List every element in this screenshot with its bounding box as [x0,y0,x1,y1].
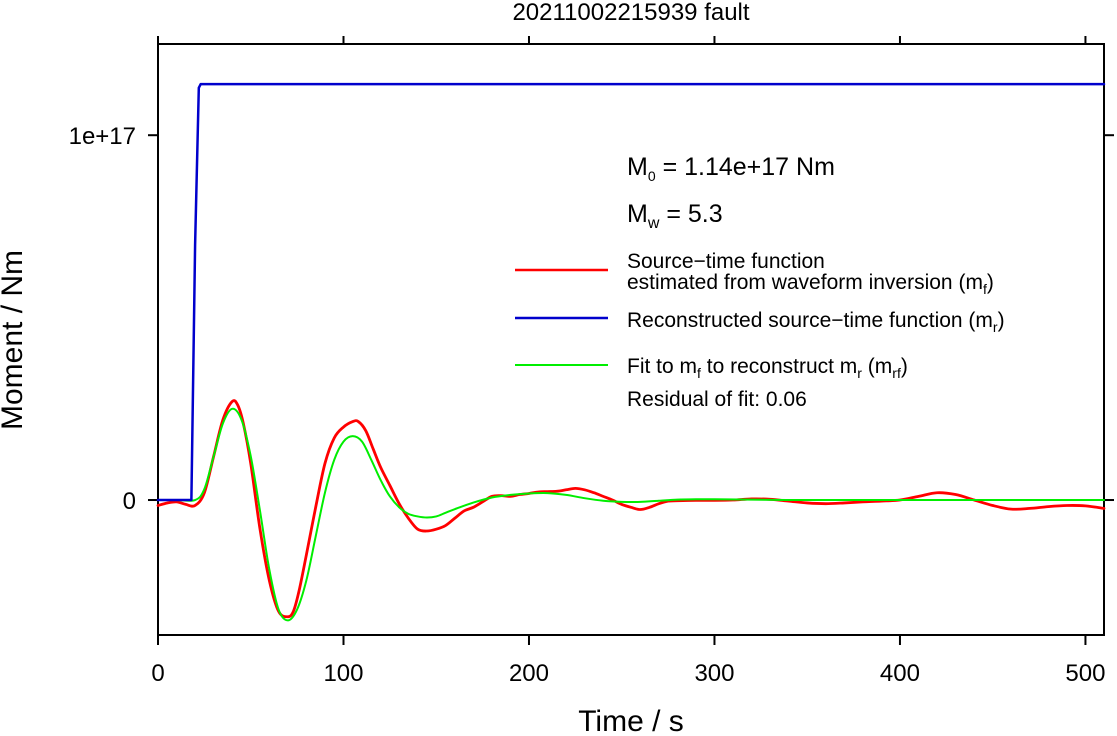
x-tick-label: 300 [694,660,734,687]
x-tick-label: 400 [880,660,920,687]
x-tick-label: 200 [509,660,549,687]
moment-magnitude-annotation: Mw = 5.3 [627,200,723,232]
chart-title: 20211002215939 fault [512,0,749,26]
legend-label-mr: Reconstructed source−time function (mr) [627,309,1005,335]
x-axis-ticks: 0 100 200 300 400 500 [151,36,1105,687]
series-layer [156,82,1106,622]
x-tick-label: 0 [151,660,164,687]
y-axis-ticks: 0 1e+17 [69,123,1114,515]
legend-label-mf-line1: Source−time function [627,250,825,273]
y-axis-title: Moment / Nm [0,250,29,430]
y-tick-label: 1e+17 [69,123,136,150]
legend-label-mf-line2: estimated from waveform inversion (mf) [627,271,994,297]
residual-annotation: Residual of fit: 0.06 [627,388,807,411]
legend: Source−time function estimated from wave… [515,250,1005,411]
legend-label-mrf: Fit to mf to reconstruct mr (mrf) [627,355,908,381]
x-tick-label: 500 [1065,660,1105,687]
series-line-mrf [157,407,1105,622]
y-tick-label: 0 [123,488,136,515]
x-axis-title: Time / s [578,705,684,736]
plot-frame [157,43,1105,636]
series-line-mf [156,399,1106,619]
series-line-mr [156,82,1106,502]
x-tick-label: 100 [323,660,363,687]
seismic-moment-annotation: M0 = 1.14e+17 Nm [627,153,835,184]
